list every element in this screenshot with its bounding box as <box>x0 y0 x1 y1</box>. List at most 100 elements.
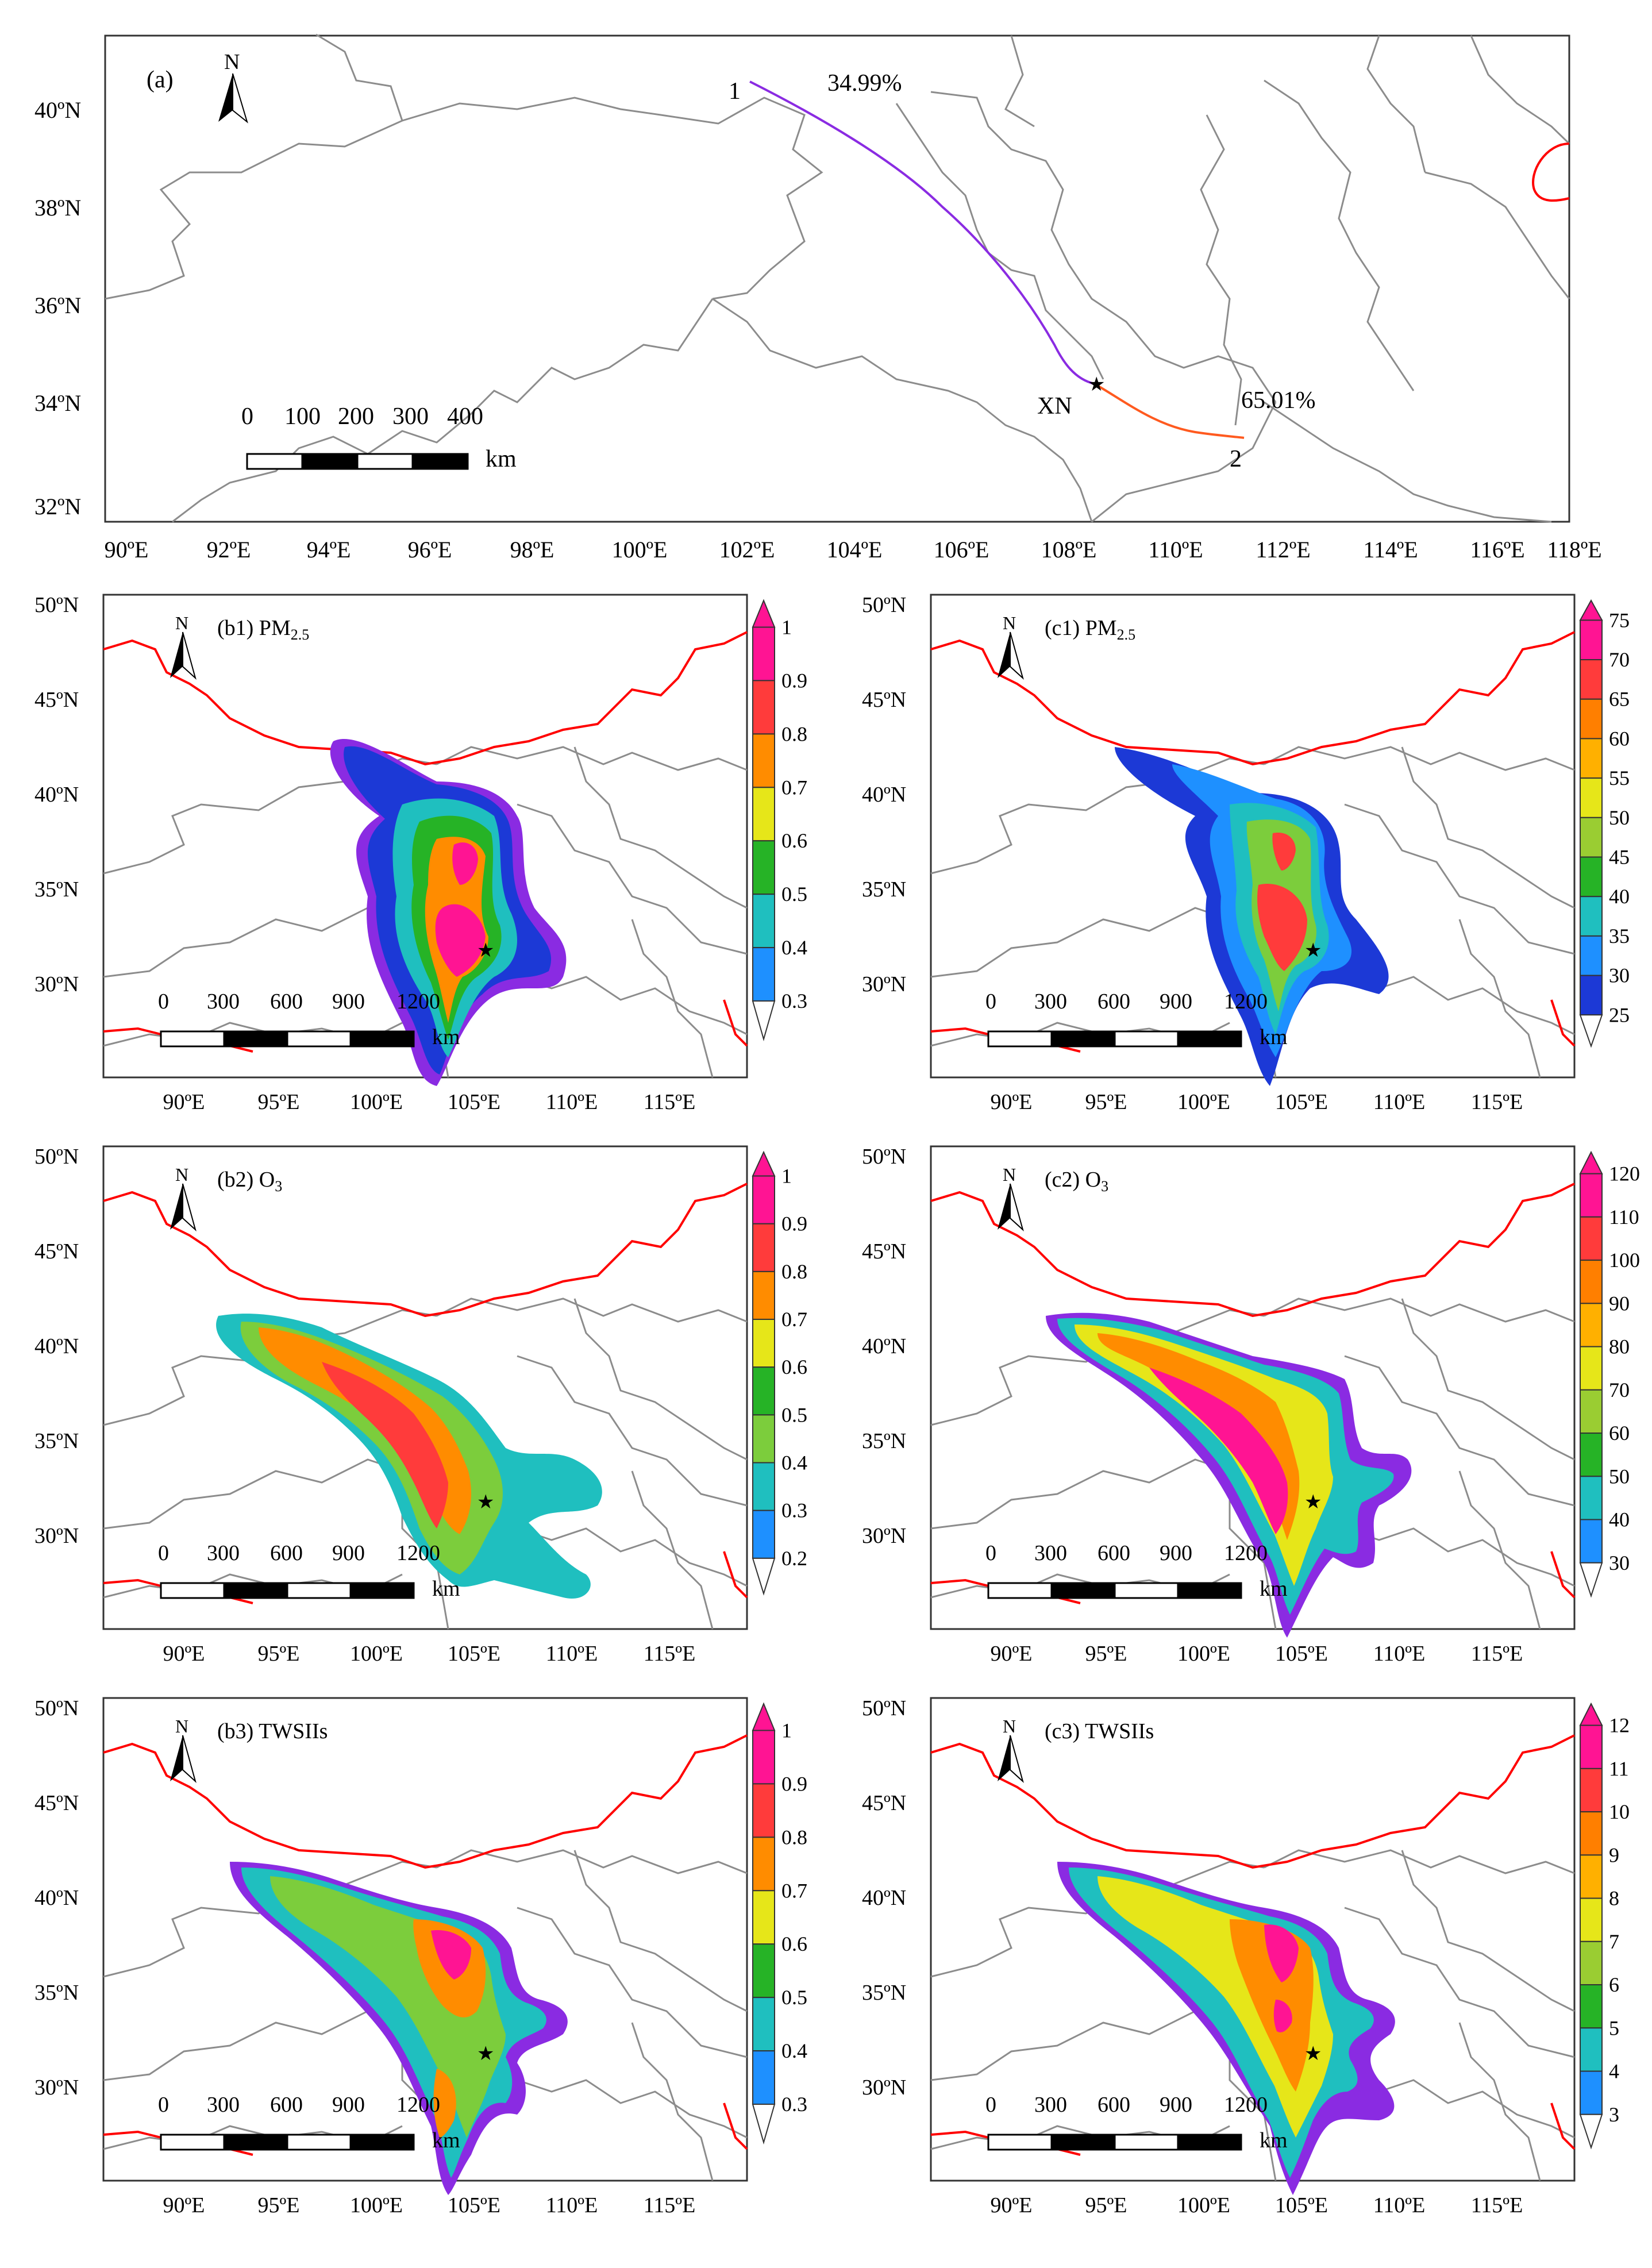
lon-axis: 90ºE 95ºE 100ºE 105ºE 110ºE 115ºE <box>163 1090 696 1114</box>
svg-text:0: 0 <box>985 989 996 1014</box>
svg-text:100ºE: 100ºE <box>350 2193 403 2217</box>
svg-text:30ºN: 30ºN <box>862 1524 906 1548</box>
svg-text:50ºN: 50ºN <box>34 1696 79 1720</box>
colorbar-tick-label: 0.7 <box>781 776 807 799</box>
svg-text:1200: 1200 <box>1224 1541 1268 1565</box>
station-star-icon: ★ <box>1088 374 1105 395</box>
svg-text:34ºN: 34ºN <box>34 390 81 416</box>
concentration-layer <box>1075 1324 1333 1586</box>
concentration-layer <box>431 1930 471 1980</box>
svg-text:1200: 1200 <box>396 1541 440 1565</box>
svg-text:105ºE: 105ºE <box>1275 2193 1328 2217</box>
trajectory-map-a: ★ XN 1 34.99% 2 65.01% (a) N 0 100 200 3… <box>34 33 1602 563</box>
svg-text:300: 300 <box>1034 1541 1067 1565</box>
colorbar-tick-label: 60 <box>1609 727 1630 750</box>
svg-text:N: N <box>1003 1164 1016 1185</box>
svg-text:900: 900 <box>1160 2093 1192 2117</box>
colorbar-tick-label: 50 <box>1609 1465 1630 1488</box>
national-border <box>103 631 748 766</box>
svg-text:600: 600 <box>1098 2093 1130 2117</box>
svg-text:600: 600 <box>270 989 303 1014</box>
scale-bar: 0 300 600 900 1200 km <box>158 1541 460 1601</box>
colorbar: 1 0.9 0.8 0.7 0.6 0.5 0.4 0.3 <box>752 1702 807 2145</box>
concentration-layer <box>435 842 486 977</box>
national-border <box>930 1734 1575 1869</box>
svg-text:900: 900 <box>1160 1541 1192 1565</box>
map-panel-b1: ★(b1) PM2.5N0 300 600 900 1200km50ºN45ºN40ºN… <box>34 593 807 1114</box>
svg-text:30ºN: 30ºN <box>34 2076 79 2100</box>
svg-text:300: 300 <box>207 1541 240 1565</box>
svg-text:98ºE: 98ºE <box>510 537 554 563</box>
svg-text:40ºN: 40ºN <box>34 1334 79 1358</box>
colorbar-tick-label: 11 <box>1609 1757 1629 1780</box>
scale-bar: 0 300 600 900 1200 km <box>158 2093 460 2153</box>
colorbar-tick-label: 25 <box>1609 1003 1630 1026</box>
colorbar-tick-label: 0.7 <box>781 1879 807 1902</box>
svg-text:0: 0 <box>985 2093 996 2117</box>
svg-text:90ºE: 90ºE <box>105 537 149 563</box>
svg-text:100ºE: 100ºE <box>1177 2193 1230 2217</box>
colorbar-tick-label: 110 <box>1609 1206 1639 1229</box>
svg-text:105ºE: 105ºE <box>448 1642 500 1666</box>
svg-text:90ºE: 90ºE <box>991 1642 1033 1666</box>
svg-text:100ºE: 100ºE <box>612 537 668 563</box>
colorbar: 120 110 100 90 80 70 60 50 40 30 <box>1579 1150 1640 1598</box>
svg-text:40ºN: 40ºN <box>34 783 79 807</box>
svg-text:105ºE: 105ºE <box>1275 1090 1328 1114</box>
station-star-icon: ★ <box>1304 2043 1322 2065</box>
colorbar-tick-label: 0.3 <box>781 989 807 1012</box>
colorbar-tick-label: 70 <box>1609 1378 1630 1401</box>
svg-text:114ºE: 114ºE <box>1363 537 1418 563</box>
map-panel-c2: ★ (c2) O3 N 0 300 600 900 1200 km 50ºN 45ºN 40ºN 35º… <box>862 1145 1640 1666</box>
colorbar-tick-label: 9 <box>1609 1843 1619 1866</box>
svg-text:300: 300 <box>1034 2093 1067 2117</box>
north-arrow-icon: N <box>998 613 1024 680</box>
svg-text:50ºN: 50ºN <box>862 1696 906 1720</box>
svg-text:115ºE: 115ºE <box>1471 1642 1523 1666</box>
svg-text:94ºE: 94ºE <box>307 537 351 563</box>
svg-text:30ºN: 30ºN <box>34 972 79 996</box>
svg-text:35ºN: 35ºN <box>34 1429 79 1453</box>
station-star-icon: ★ <box>1304 1492 1322 1513</box>
lon-axis: 90ºE 95ºE 100ºE 105ºE 110ºE 115ºE <box>991 2193 1523 2217</box>
svg-text:115ºE: 115ºE <box>1471 2193 1523 2217</box>
svg-text:50ºN: 50ºN <box>862 1145 906 1169</box>
colorbar: 1 0.9 0.8 0.7 0.6 0.5 0.4 0.3 0.2 <box>752 1150 807 1596</box>
trajectory-2-line <box>1093 383 1245 439</box>
svg-text:36ºN: 36ºN <box>34 292 81 318</box>
svg-text:95ºE: 95ºE <box>1085 1090 1127 1114</box>
svg-text:900: 900 <box>1160 989 1192 1014</box>
svg-text:1200: 1200 <box>1224 2093 1268 2117</box>
svg-text:45ºN: 45ºN <box>34 1239 79 1264</box>
colorbar-tick-label: 50 <box>1609 806 1630 829</box>
colorbar-tick-label: 1 <box>781 615 792 638</box>
scale-bar: 0 300 600 900 1200 km <box>985 989 1288 1049</box>
station-star-icon: ★ <box>477 2043 494 2065</box>
svg-text:600: 600 <box>1098 1541 1130 1565</box>
svg-text:1200: 1200 <box>1224 989 1268 1014</box>
map-panel-b2: ★ (b2) O3 N 0 300 600 900 1200 km 50ºN 45ºN 40ºN 35º… <box>34 1145 807 1666</box>
station-star-icon: ★ <box>1304 940 1322 961</box>
colorbar: 75 70 65 60 55 50 45 40 35 30 25 <box>1579 599 1630 1048</box>
map-panel-c1: ★(c1) PM2.5N0 300 600 900 1200km50ºN45ºN40ºN… <box>862 593 1630 1114</box>
lat-axis: 50ºN 45ºN 40ºN 35ºN 30ºN <box>862 1696 906 2100</box>
svg-text:45ºN: 45ºN <box>34 688 79 712</box>
svg-text:104ºE: 104ºE <box>827 537 883 563</box>
colorbar-tick-label: 65 <box>1609 688 1630 711</box>
colorbar: 12 11 10 9 8 7 6 5 4 3 <box>1579 1702 1630 2150</box>
svg-text:km: km <box>1260 1577 1288 1601</box>
colorbar-tick-label: 100 <box>1609 1249 1640 1272</box>
svg-text:90ºE: 90ºE <box>163 1090 205 1114</box>
national-border <box>103 1183 748 1318</box>
lat-axis: 50ºN 45ºN 40ºN 35ºN 30ºN <box>34 593 79 996</box>
north-arrow-icon: N <box>170 1716 197 1784</box>
svg-text:100ºE: 100ºE <box>1177 1642 1230 1666</box>
province-boundaries <box>105 33 1570 523</box>
svg-text:118ºE: 118ºE <box>1547 537 1601 563</box>
svg-text:115ºE: 115ºE <box>644 1642 696 1666</box>
national-border <box>103 1734 748 1869</box>
lon-axis: 90ºE 95ºE 100ºE 105ºE 110ºE 115ºE <box>991 1642 1523 1666</box>
svg-text:0: 0 <box>241 403 253 430</box>
panel-label: (c2) O3 <box>1045 1168 1108 1195</box>
svg-text:0: 0 <box>158 989 169 1014</box>
